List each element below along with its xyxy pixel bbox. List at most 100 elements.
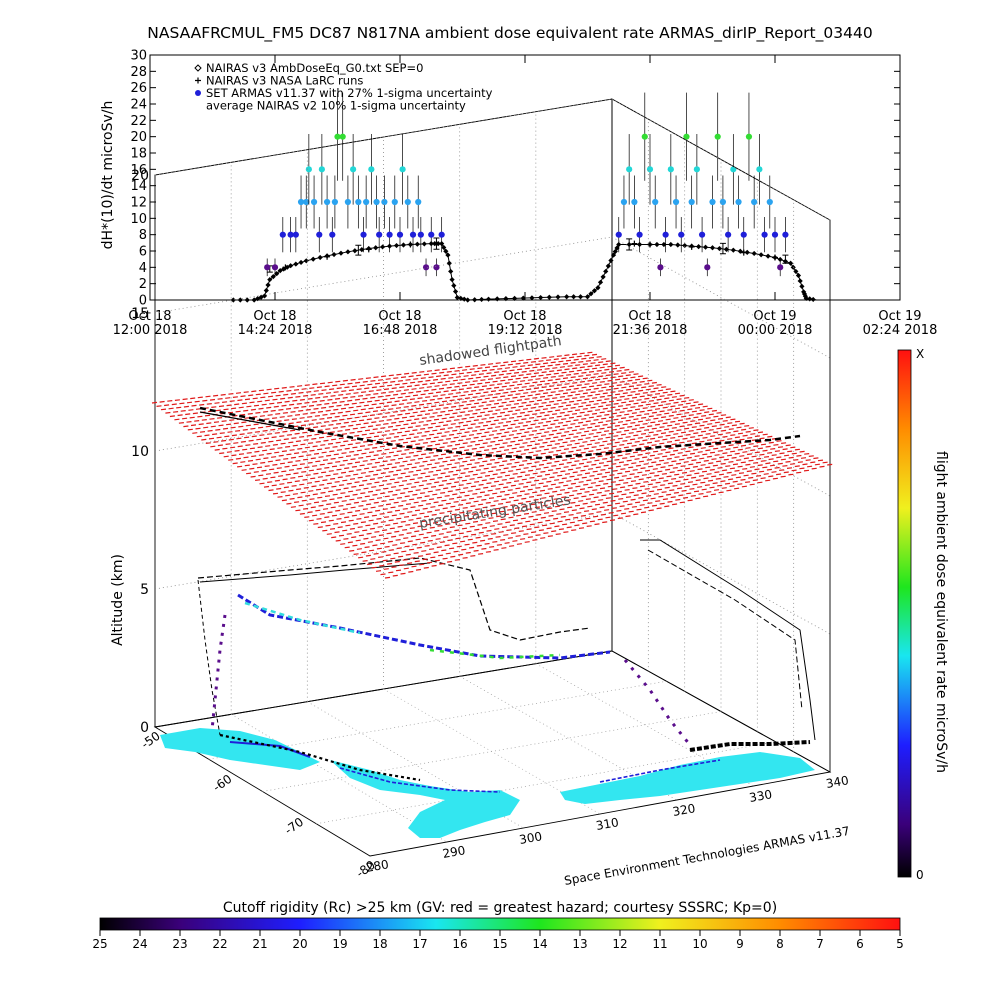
rigidity-tick-label: 6: [856, 937, 864, 951]
precipitating-particles-layer: [151, 351, 833, 579]
nairas-diamond: [421, 241, 427, 247]
nairas-diamond: [661, 241, 667, 248]
y-tick-label: 8: [139, 228, 147, 243]
nairas-diamond: [730, 247, 736, 253]
chart-title: NASAAFRCMUL_FM5 DC87 N817NA ambient dose…: [147, 24, 872, 43]
armas-dot: [279, 231, 286, 238]
x-tick-label-time: 14:24 2018: [238, 323, 313, 338]
nairas-diamond: [317, 254, 323, 261]
x-tick-label-date: Oct 19: [753, 309, 796, 324]
dose-colored-track: [244, 601, 361, 635]
nairas-diamond: [441, 244, 447, 251]
altitude-walls: [153, 98, 832, 857]
flight-3d-panel: 05101520-50-60-70-8028029030031032033034…: [131, 98, 850, 880]
altitude-tick-label: 10: [131, 444, 149, 460]
altitude-axis-label: Altitude (km): [110, 554, 126, 646]
nairas-diamond: [461, 296, 467, 302]
legend-diamond-icon: [194, 64, 202, 72]
armas-dot: [704, 264, 711, 271]
map-contour: [599, 759, 721, 783]
armas-dot: [310, 198, 318, 206]
larc-plus-marker: [688, 243, 695, 250]
nairas-diamond: [310, 256, 316, 262]
y-tick-label: 10: [130, 212, 147, 227]
y-tick-label: 16: [130, 163, 147, 178]
latitude-tick-label: -70: [282, 815, 306, 838]
larc-plus-marker: [407, 241, 414, 248]
rigidity-tick-label: 18: [372, 937, 387, 951]
armas-dot: [709, 198, 716, 206]
nairas-diamond: [608, 257, 614, 264]
armas-dot: [646, 166, 654, 173]
rigidity-tick-label: 20: [292, 937, 307, 951]
nairas-diamond: [520, 295, 526, 301]
nairas-diamond: [564, 294, 570, 300]
nairas-v2-errorbar: [626, 238, 633, 251]
nairas-diamond: [454, 294, 460, 301]
nairas-diamond: [465, 297, 471, 303]
armas-dot: [323, 198, 331, 206]
armas-dot: [355, 198, 362, 206]
rigidity-tick-label: 17: [412, 937, 427, 951]
armas-dot: [652, 198, 659, 206]
dose-colorbar: [897, 349, 912, 878]
nairas-diamond: [799, 283, 805, 289]
rigidity-tick-label: 14: [532, 937, 547, 951]
rigidity-tick-label: 10: [692, 937, 707, 951]
map-contour: [229, 741, 311, 758]
y-tick-label: 4: [139, 261, 147, 276]
nairas-diamond: [274, 270, 280, 277]
nairas-diamond: [244, 297, 250, 303]
x-tick-label-date: Oct 18: [253, 309, 296, 324]
nairas-diamond: [331, 251, 337, 258]
nairas-diamond: [338, 250, 344, 256]
nairas-diamond: [795, 272, 802, 279]
nairas-v2-errorbar: [782, 254, 789, 264]
longitude-tick-label: 290: [441, 843, 466, 861]
armas-dot: [373, 198, 380, 206]
longitude-tick-label: 340: [825, 773, 850, 791]
rigidity-tick-label: 11: [652, 937, 667, 951]
shadowed-flightpath-line: [199, 406, 801, 460]
nairas-diamond: [400, 242, 407, 248]
larc-plus-marker: [365, 246, 372, 253]
wall-grid-line: [611, 98, 831, 221]
armas-dot: [761, 231, 768, 238]
armas-dot: [391, 198, 398, 206]
rigidity-tick-label: 9: [736, 937, 744, 951]
nairas-diamond: [230, 297, 236, 303]
armas-dot: [662, 231, 669, 238]
map-landmass: [160, 728, 320, 770]
nairas-diamond: [751, 250, 757, 257]
colorbar-top-label: X: [916, 347, 924, 361]
nairas-diamond: [758, 252, 764, 258]
legend-entry: NAIRAS v3 AmbDoseEq_G0.txt SEP=0: [206, 61, 423, 75]
flight-track: [197, 539, 816, 782]
nairas-diamond: [451, 282, 457, 289]
nairas-diamond: [797, 278, 803, 284]
legend-entry: NAIRAS v3 NASA LaRC runs: [206, 74, 363, 88]
armas-dot: [305, 166, 312, 173]
x-tick-label-time: 12:00 2018: [113, 323, 188, 338]
nairas-diamond: [614, 245, 620, 251]
armas-dot: [415, 198, 422, 206]
y-tick-label: 22: [130, 114, 147, 129]
armas-dot: [615, 231, 622, 238]
rigidity-tick-label: 25: [92, 937, 107, 951]
x-tick-label-time: 16:48 2018: [363, 323, 438, 338]
nairas-diamond: [546, 294, 552, 300]
armas-dot: [719, 198, 727, 206]
nairas-diamond: [380, 244, 386, 250]
floor-grid-line: [316, 741, 776, 825]
armas-dot: [626, 166, 633, 173]
armas-dot: [683, 133, 690, 140]
nairas-diamond: [255, 296, 261, 302]
armas-dot: [688, 198, 695, 206]
armas-dot: [344, 198, 352, 206]
nairas-diamond: [270, 273, 276, 280]
armas-dot: [631, 198, 638, 206]
x-tick-label-date: Oct 18: [378, 309, 421, 324]
nairas-diamond: [723, 246, 729, 252]
armas-dot: [329, 231, 336, 238]
